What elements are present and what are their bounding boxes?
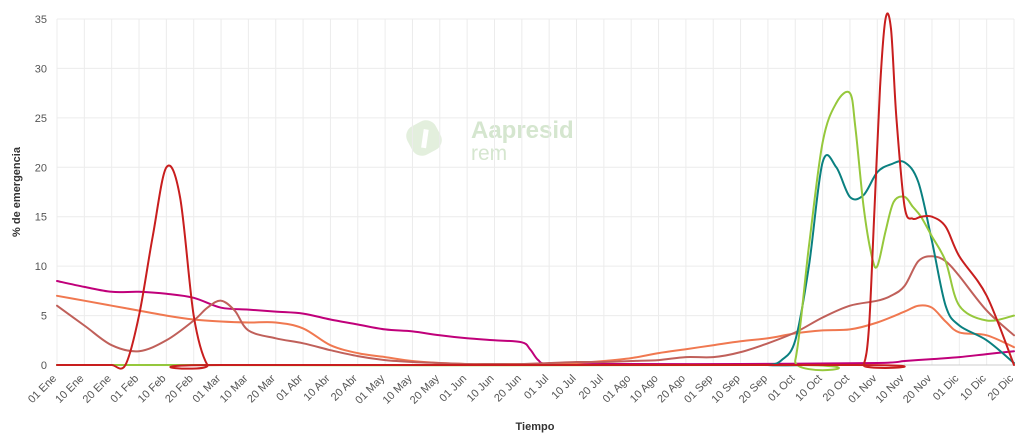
x-tick-label: 10 Jun (465, 373, 497, 405)
y-tick-label: 25 (35, 113, 47, 125)
x-tick-label: 01 Ago (601, 373, 634, 406)
y-axis-title: % de emergencia (11, 146, 23, 237)
x-tick-label: 01 Ene (26, 373, 59, 406)
y-tick-label: 5 (41, 311, 47, 323)
x-tick-label: 01 May (353, 372, 387, 406)
x-tick-label: 01 Nov (846, 372, 879, 405)
x-tick-label: 01 Dic (931, 372, 962, 403)
x-tick-label: 10 Ene (53, 373, 86, 406)
chart-series (56, 12, 1015, 372)
x-tick-label: 01 Feb (108, 373, 141, 406)
y-tick-label: 15 (35, 212, 47, 224)
y-tick-label: 0 (41, 360, 47, 372)
y-tick-label: 35 (35, 14, 47, 26)
x-tick-label: 10 Ago (628, 373, 661, 406)
series-line-4 (56, 154, 1015, 367)
y-tick-label: 10 (35, 261, 47, 273)
x-tick-label: 20 Feb (163, 373, 196, 406)
x-tick-label: 10 Sep (710, 373, 743, 406)
y-tick-label: 30 (35, 63, 47, 75)
x-tick-label: 10 Feb (136, 373, 169, 406)
y-axis-ticks: 0 5 10 15 20 25 30 35 (35, 14, 47, 372)
x-tick-label: 01 Jun (437, 373, 469, 405)
x-tick-label: 10 Jul (549, 373, 578, 402)
x-tick-label: 20 Sep (737, 373, 770, 406)
x-tick-label: 20 May (408, 372, 442, 406)
watermark-brand: Aapresid (471, 117, 574, 144)
y-tick-label: 20 (35, 162, 47, 174)
x-axis-title: Tiempo (516, 421, 555, 433)
x-tick-label: 01 Mar (190, 372, 223, 405)
x-tick-label: 20 Mar (245, 372, 278, 405)
x-tick-label: 10 Nov (874, 372, 907, 405)
x-tick-label: 01 Abr (274, 372, 305, 403)
series-line-6 (56, 12, 1015, 370)
x-tick-label: 10 Dic (958, 372, 989, 403)
aapresid-logo-icon (406, 120, 442, 156)
series-line-3 (56, 255, 1015, 366)
x-tick-label: 20 Ene (81, 373, 114, 406)
x-tick-label: 10 Abr (302, 372, 333, 403)
x-tick-label: 01 Sep (682, 373, 715, 406)
x-tick-label: 20 Nov (901, 372, 934, 405)
aapresid-watermark: Aapresid rem (406, 117, 574, 165)
x-tick-label: 20 Jun (492, 373, 524, 405)
series-line-2 (56, 294, 1015, 366)
x-tick-label: 01 Jul (522, 373, 551, 402)
x-tick-label: 10 Mar (218, 372, 251, 405)
x-tick-label: 10 May (381, 372, 415, 406)
series-line-5 (56, 90, 1015, 372)
x-tick-label: 20 Dic (986, 372, 1017, 403)
x-tick-label: 20 Ago (655, 373, 688, 406)
x-tick-label: 10 Oct (793, 373, 824, 404)
x-tick-label: 01 Oct (766, 373, 797, 404)
watermark-sub: rem (471, 142, 507, 165)
